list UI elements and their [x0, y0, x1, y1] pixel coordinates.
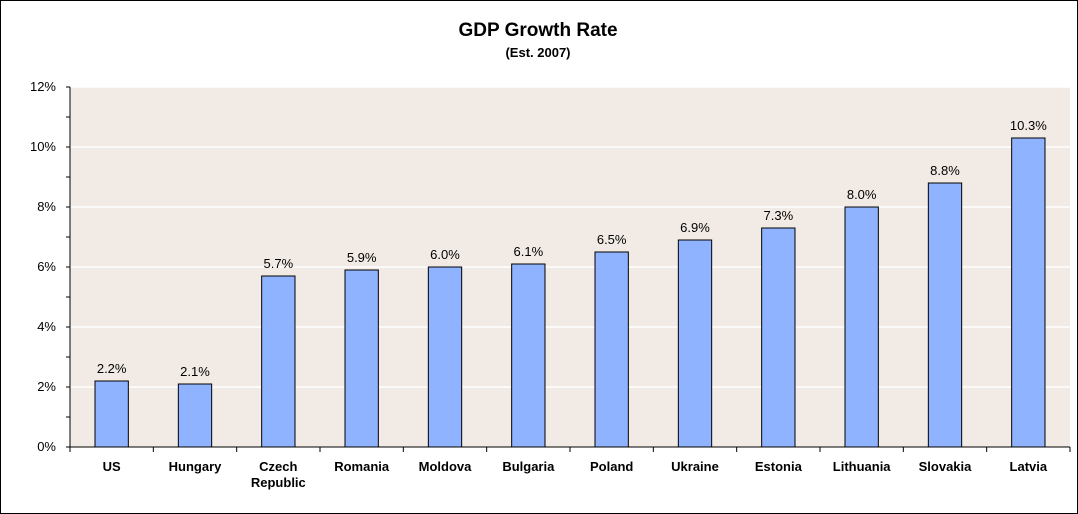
data-label: 7.3%	[764, 208, 794, 223]
x-tick-label: Romania	[334, 459, 390, 474]
bar	[927, 182, 963, 448]
data-label: 10.3%	[1010, 118, 1047, 133]
data-label: 6.1%	[514, 244, 544, 259]
chart-title: GDP Growth Rate	[458, 20, 618, 41]
data-label: 6.9%	[680, 220, 710, 235]
x-tick-label: Slovakia	[919, 459, 973, 474]
x-tick-label: Czech	[259, 459, 297, 474]
bar	[677, 239, 713, 448]
bar	[177, 383, 213, 448]
x-tick-label: Poland	[590, 459, 633, 474]
x-tick-label: Estonia	[755, 459, 803, 474]
x-tick-label: Latvia	[1010, 459, 1048, 474]
y-tick-label: 2%	[37, 379, 56, 394]
bar	[427, 266, 463, 448]
x-tick-label: Ukraine	[671, 459, 719, 474]
y-tick-label: 8%	[37, 199, 56, 214]
bar	[594, 251, 629, 448]
x-tick-label: Republic	[251, 475, 306, 490]
data-label: 6.5%	[597, 232, 627, 247]
chart-subtitle: (Est. 2007)	[505, 45, 571, 60]
bar	[344, 269, 379, 448]
data-label: 5.9%	[347, 250, 377, 265]
x-tick-label: Moldova	[419, 459, 472, 474]
data-label: 8.0%	[847, 187, 877, 202]
data-label: 2.2%	[97, 361, 127, 376]
data-label: 5.7%	[264, 256, 294, 271]
y-tick-label: 0%	[37, 439, 56, 454]
bar	[761, 227, 796, 448]
y-tick-label: 6%	[37, 259, 56, 274]
x-tick-label: Hungary	[169, 459, 223, 474]
bar	[511, 263, 546, 448]
x-tick-label: Lithuania	[833, 459, 892, 474]
bar	[1011, 137, 1046, 448]
data-label: 8.8%	[930, 163, 960, 178]
x-tick-label: Bulgaria	[502, 459, 555, 474]
data-label: 6.0%	[430, 247, 460, 262]
data-label: 2.1%	[180, 364, 210, 379]
y-tick-label: 4%	[37, 319, 56, 334]
bar	[261, 275, 296, 448]
y-tick-label: 10%	[30, 139, 56, 154]
x-tick-label: US	[103, 459, 121, 474]
y-tick-label: 12%	[30, 79, 56, 94]
bar	[844, 206, 879, 448]
bar	[94, 380, 129, 448]
